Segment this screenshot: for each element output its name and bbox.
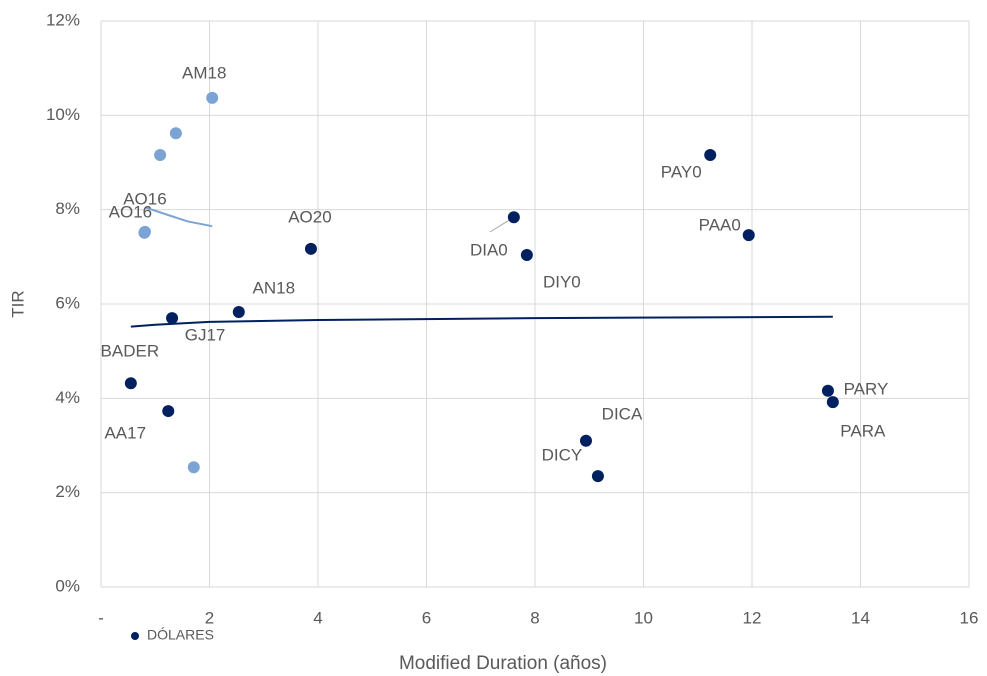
data-label: AO16 [109,202,152,221]
data-label: PARA [840,422,886,441]
y-tick-label: 12% [46,10,80,29]
point [154,148,167,161]
point [169,127,182,140]
point [162,405,175,418]
point [821,384,834,397]
y-axis-title: TIR [8,290,27,317]
legend-marker [131,632,139,640]
point [520,248,533,261]
legend-label: DÓLARES [147,627,214,643]
data-label: PARY [844,379,889,398]
point [704,148,717,161]
data-label: AA17 [104,424,146,443]
point [206,91,219,104]
x-tick-label: 4 [313,608,322,627]
x-tick-label: 16 [960,608,979,627]
x-tick-label: 10 [634,608,653,627]
x-tick-label: 14 [851,608,870,627]
data-label: DIA0 [470,241,508,260]
trendline [144,206,213,228]
y-tick-label: 0% [55,576,80,595]
x-tick-label: 12 [743,608,762,627]
data-label: AO16 [123,189,166,208]
data-label: AO20 [288,207,331,226]
point [166,312,179,325]
y-tick-label: 10% [46,105,80,124]
point [138,226,151,239]
data-label: AM18 [182,63,226,82]
point [826,396,839,409]
data-label: DIY0 [543,272,581,291]
x-axis-title: Modified Duration (años) [399,653,607,674]
x-tick-label: - [98,608,104,627]
y-tick-label: 8% [55,199,80,218]
point [232,306,245,319]
point [187,461,200,474]
data-label: AN18 [253,279,296,298]
y-tick-label: 2% [55,482,80,501]
leader-line [489,218,512,233]
point [507,211,520,224]
point [124,377,137,390]
x-tick-label: 6 [422,608,431,627]
data-label: DICY [542,446,583,465]
data-label: BADER [101,342,160,361]
y-tick-label: 6% [55,293,80,312]
point [742,229,755,242]
data-label: PAA0 [699,216,741,235]
data-label: GJ17 [185,326,226,345]
x-tick-label: 2 [205,608,214,627]
point [304,242,317,255]
data-label: DICA [602,404,643,423]
point [591,470,604,483]
x-tick-label: 8 [530,608,539,627]
data-label: PAY0 [661,162,702,181]
trendline [130,315,833,328]
point [579,434,592,447]
y-tick-label: 4% [55,388,80,407]
